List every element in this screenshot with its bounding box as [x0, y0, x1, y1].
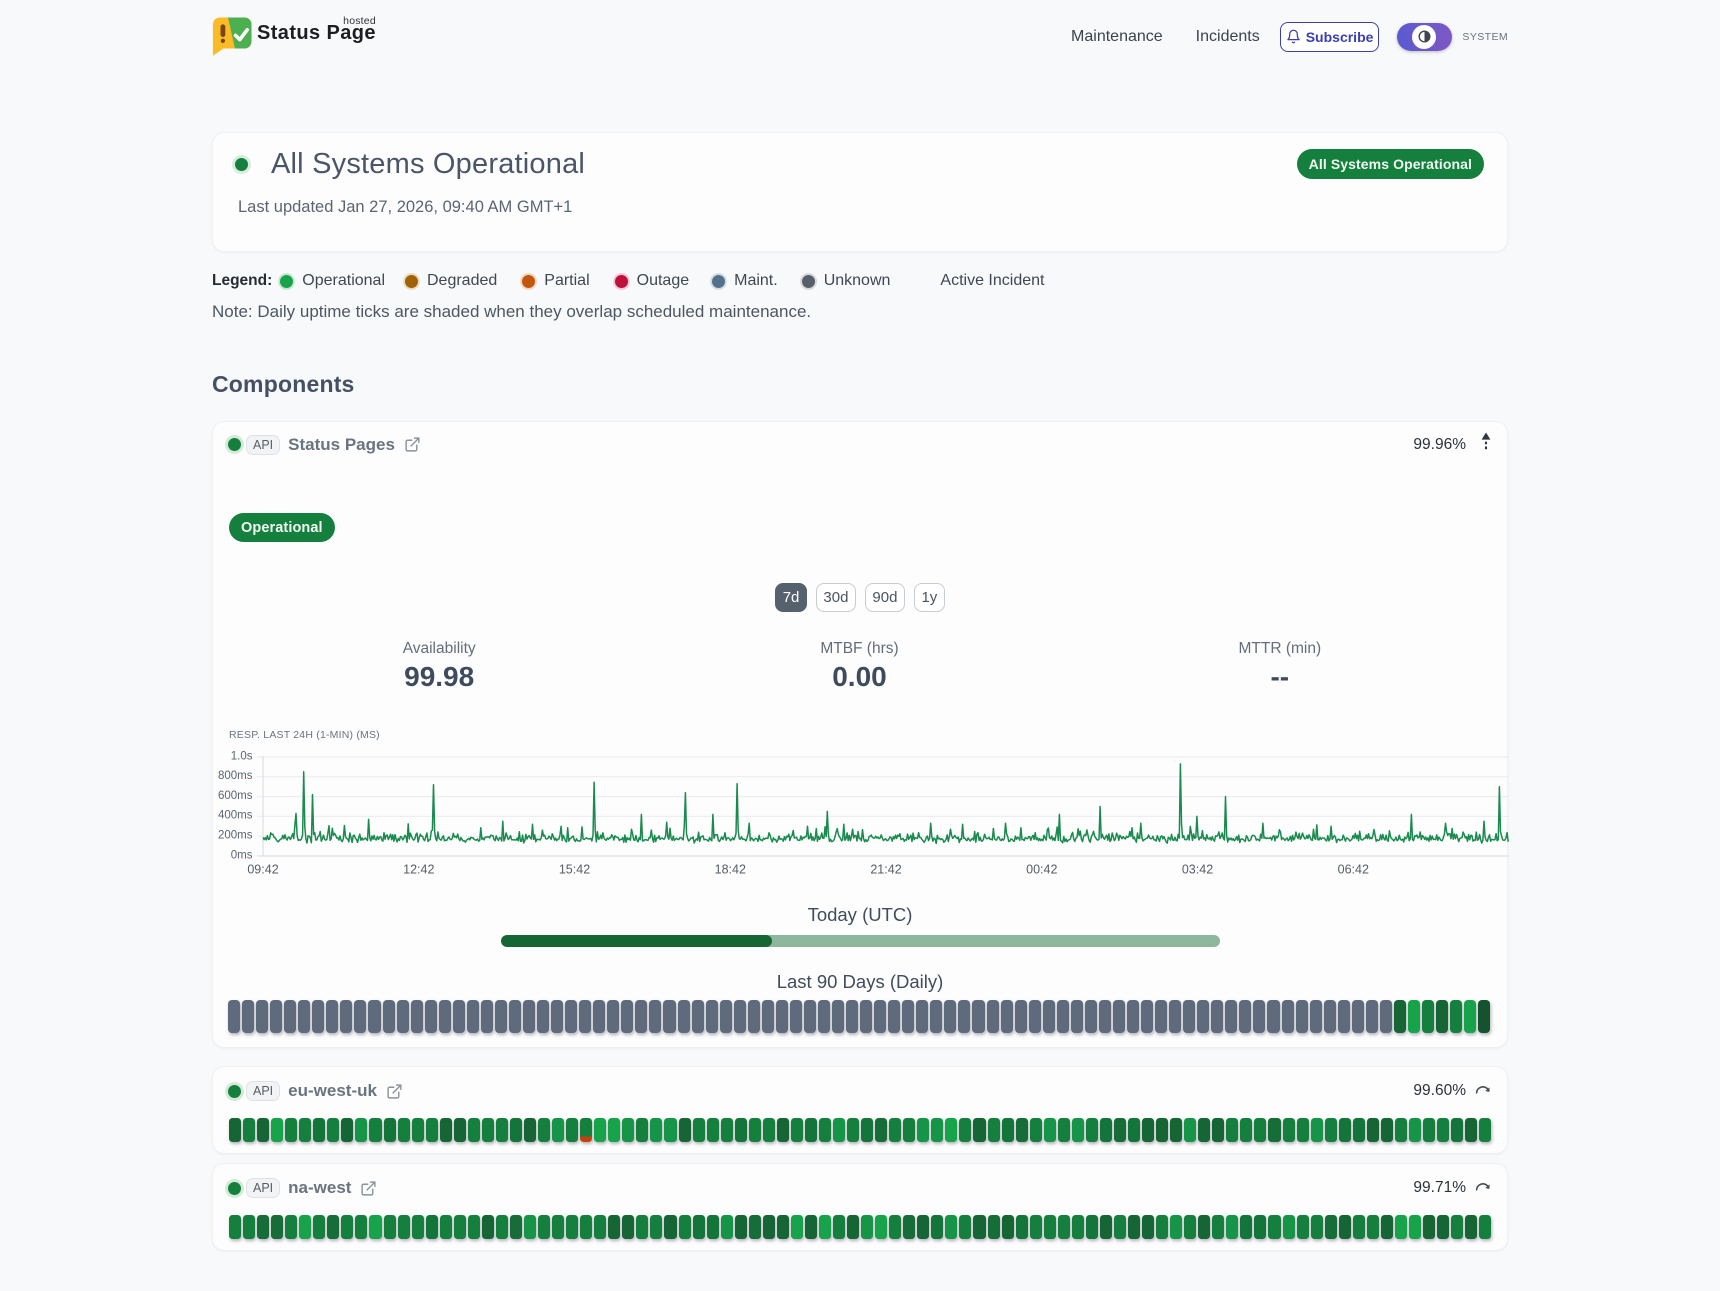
svg-text:0ms: 0ms	[231, 849, 253, 861]
svg-text:21:42: 21:42	[870, 863, 901, 877]
svg-text:200ms: 200ms	[218, 830, 253, 842]
svg-text:12:42: 12:42	[403, 863, 434, 877]
svg-text:06:42: 06:42	[1338, 863, 1369, 877]
svg-text:18:42: 18:42	[715, 863, 746, 877]
svg-text:1.0s: 1.0s	[231, 750, 253, 762]
svg-text:03:42: 03:42	[1182, 863, 1213, 877]
svg-text:15:42: 15:42	[559, 863, 590, 877]
svg-text:400ms: 400ms	[218, 810, 253, 822]
svg-text:09:42: 09:42	[247, 863, 278, 877]
svg-text:00:42: 00:42	[1026, 863, 1057, 877]
svg-text:600ms: 600ms	[218, 790, 253, 802]
svg-text:800ms: 800ms	[218, 770, 253, 782]
